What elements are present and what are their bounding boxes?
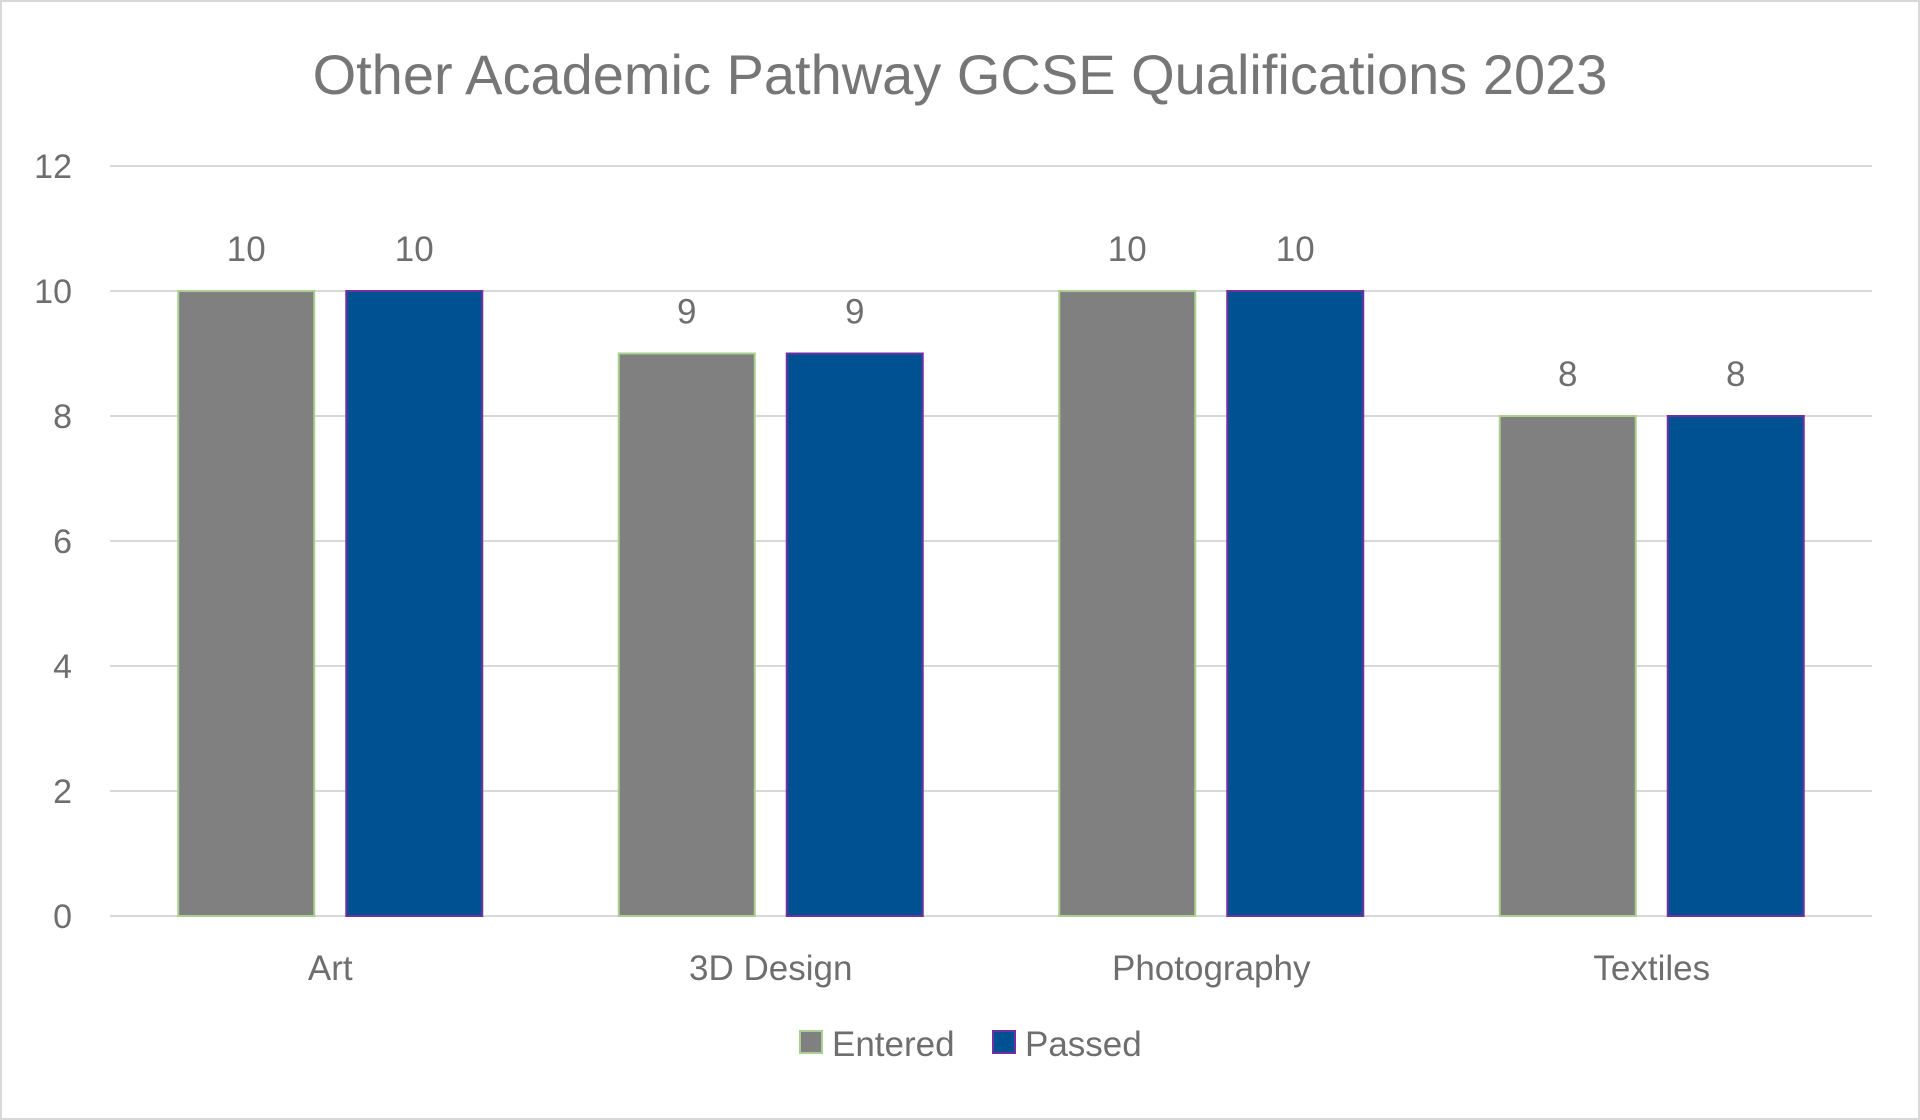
- bar-entered-3: [1498, 415, 1637, 917]
- y-tick-label: 12: [34, 148, 72, 186]
- legend: Entered Passed: [799, 1025, 1142, 1064]
- bars: [177, 290, 1805, 917]
- x-category-label: Textiles: [1593, 949, 1710, 988]
- chart-title: Other Academic Pathway GCSE Qualificatio…: [313, 43, 1608, 106]
- bar-entered-1: [617, 352, 756, 917]
- data-label: 9: [677, 293, 696, 332]
- y-tick-label: 6: [53, 523, 72, 561]
- data-label: 8: [1558, 355, 1577, 394]
- bar-passed-3: [1666, 415, 1805, 917]
- data-label: 9: [845, 293, 864, 332]
- data-label: 10: [227, 230, 266, 269]
- legend-swatch-entered: [799, 1030, 823, 1054]
- bar-passed-2: [1226, 290, 1365, 917]
- y-tick-label: 4: [53, 648, 72, 686]
- y-tick-label: 0: [53, 898, 72, 936]
- x-category-label: 3D Design: [689, 949, 852, 988]
- legend-swatch-passed: [992, 1030, 1016, 1054]
- bar-entered-2: [1058, 290, 1197, 917]
- bar-entered-0: [177, 290, 316, 917]
- data-label: 10: [1276, 230, 1315, 269]
- bar-passed-1: [785, 352, 924, 917]
- y-tick-label: 10: [34, 273, 72, 311]
- x-category-label: Art: [308, 949, 353, 988]
- legend-label-passed: Passed: [1025, 1025, 1142, 1064]
- y-tick-label: 8: [53, 398, 72, 436]
- y-tick-label: 2: [53, 773, 72, 811]
- legend-label-entered: Entered: [832, 1025, 955, 1064]
- bar-passed-0: [345, 290, 484, 917]
- y-axis-ticks: 0 2 4 6 8 10 12: [34, 148, 72, 936]
- data-label: 8: [1726, 355, 1745, 394]
- data-labels: 10 10 9 9 10 10 8 8: [227, 230, 1746, 394]
- x-category-label: Photography: [1112, 949, 1311, 988]
- x-axis-categories: Art 3D Design Photography Textiles: [308, 949, 1710, 988]
- data-label: 10: [395, 230, 434, 269]
- data-label: 10: [1108, 230, 1147, 269]
